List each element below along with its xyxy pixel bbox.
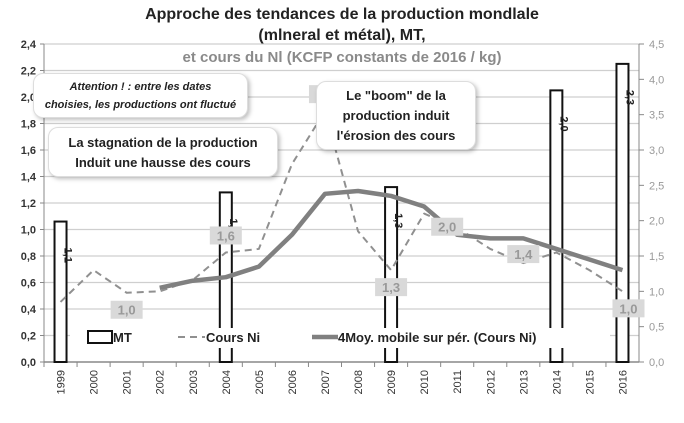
left-tick-label: 2,2 — [21, 66, 36, 78]
annotation-line: production induit — [342, 108, 450, 123]
left-tick-label: 1,2 — [21, 198, 36, 210]
left-tick-label: 0,4 — [21, 304, 37, 316]
bar-mt-2009 — [384, 186, 399, 363]
bar-data-label: 1,1 — [62, 248, 74, 263]
right-tick-label: 1,0 — [649, 286, 664, 298]
annotation-line: Attention ! : entre les dates — [69, 81, 212, 93]
cours-data-label-box — [375, 278, 408, 297]
series-cours-ni — [59, 110, 624, 303]
left-tick-label: 0,8 — [21, 251, 36, 263]
cours-data-label: 1,6 — [217, 228, 235, 243]
x-tick-label: 2012 — [485, 370, 497, 394]
x-tick-label: 2005 — [254, 370, 266, 394]
left-tick-label: 1,0 — [21, 225, 36, 237]
x-tick-label: 1999 — [56, 370, 68, 394]
legend-background — [70, 328, 610, 348]
x-tick-label: 2008 — [353, 370, 365, 394]
bar-data-label: 2,0 — [557, 116, 569, 131]
bar-data-label: 1,3 — [392, 213, 404, 228]
left-tick-label: 0,6 — [21, 278, 36, 290]
left-tick-label: 1,6 — [21, 145, 36, 157]
x-tick-label: 2000 — [89, 370, 101, 394]
annotation-line: Induit une hausse des cours — [75, 155, 251, 170]
right-tick-label: 4,5 — [649, 39, 664, 51]
cours-data-label: 2,0 — [438, 220, 456, 235]
left-tick-label: 1,4 — [21, 172, 37, 184]
left-tick-label: 2,0 — [21, 92, 36, 104]
annotation-line: choisies, les productions ont fluctué — [44, 99, 237, 111]
bar-mt-1999 — [53, 220, 68, 363]
x-tick-label: 2006 — [287, 370, 299, 394]
left-tick-label: 0,2 — [21, 331, 36, 343]
right-tick-label: 2,0 — [649, 216, 664, 228]
annotation-line: La stagnation de la production — [68, 135, 258, 150]
cours-data-label-box — [431, 217, 464, 236]
bar-data-label: 2,3 — [623, 90, 635, 105]
cours-data-label: 1,4 — [514, 247, 533, 262]
x-tick-label: 2001 — [122, 370, 134, 394]
chart-title-line-1: Approche des tendances de la production … — [145, 6, 539, 23]
x-tick-label: 2003 — [188, 370, 200, 394]
legend-label-mt: MT — [113, 330, 132, 345]
right-tick-label: 1,5 — [649, 251, 664, 263]
right-tick-label: 3,0 — [649, 145, 664, 157]
bar-mt-2016 — [615, 62, 630, 363]
left-tick-label: 2,4 — [21, 39, 37, 51]
cours-data-label: 1,0 — [118, 303, 136, 318]
right-tick-label: 0,0 — [649, 357, 664, 369]
annotation-stagnation: La stagnation de la production Induit un… — [48, 127, 278, 177]
x-tick-label: 2002 — [155, 370, 167, 394]
left-tick-label: 0,0 — [21, 357, 36, 369]
right-tick-label: 3,5 — [649, 110, 664, 122]
cours-data-label-box — [209, 226, 242, 245]
cours-data-label-box — [110, 300, 143, 319]
x-tick-label: 2011 — [452, 370, 464, 394]
x-tick-label: 2009 — [386, 370, 398, 394]
x-tick-label: 2015 — [584, 370, 596, 394]
cours-data-label-box — [507, 245, 540, 264]
chart-subtitle: et cours du Nl (KCFP constants de 2016 /… — [182, 49, 502, 66]
x-tick-label: 2013 — [518, 370, 530, 394]
left-tick-label: 1,8 — [21, 119, 36, 131]
legend-swatch-mt — [87, 330, 113, 344]
cours-data-label: 1,3 — [382, 280, 400, 295]
legend-label-moyenne-mobile: 4Moy. mobile sur pér. (Cours Ni) — [338, 330, 536, 345]
annotation-line: Le "boom" de la — [346, 88, 446, 103]
cours-data-label: 1,0 — [619, 301, 637, 316]
x-tick-label: 2004 — [221, 370, 233, 394]
annotation-line: l'érosion des cours — [336, 128, 456, 143]
x-tick-label: 2014 — [551, 370, 563, 394]
annotation-attention: Attention ! : entre les dates choisies, … — [33, 73, 248, 118]
chart-title-line-2: (mlneral et métal), MT, — [258, 27, 426, 44]
annotation-boom: Le "boom" de la production induit l'éros… — [316, 81, 476, 150]
x-tick-label: 2010 — [419, 370, 431, 394]
x-tick-label: 2007 — [320, 370, 332, 394]
cours-data-label-box — [612, 299, 645, 318]
bar-mt-2014 — [549, 89, 564, 363]
right-tick-label: 2,5 — [649, 180, 664, 192]
legend-label-cours-ni: Cours Ni — [206, 330, 260, 345]
x-tick-label: 2016 — [617, 370, 629, 394]
right-tick-label: 0,5 — [649, 322, 664, 334]
right-tick-label: 4,0 — [649, 74, 664, 86]
